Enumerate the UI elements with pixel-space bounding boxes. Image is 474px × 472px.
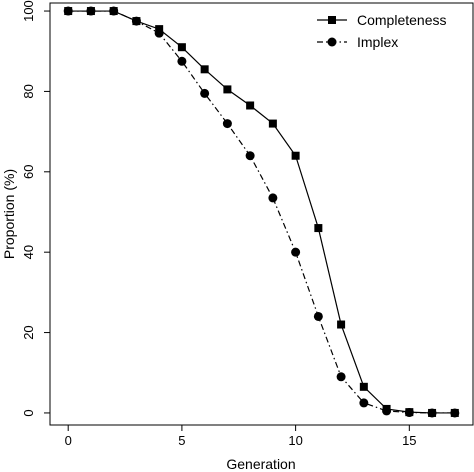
- series-implex: [63, 6, 460, 418]
- legend-item-completeness: Completeness: [317, 12, 447, 28]
- data-point-implex: [200, 88, 210, 98]
- series-line-implex: [68, 10, 455, 414]
- data-point-completeness: [359, 382, 368, 391]
- data-point-implex: [131, 16, 141, 26]
- data-point-implex: [154, 28, 164, 38]
- y-tick-label: 0: [21, 409, 36, 416]
- y-axis: 0 20 40 60 80 100: [21, 0, 50, 417]
- series-completeness: [64, 7, 459, 417]
- legend-marker-square: [328, 16, 336, 24]
- legend: Completeness Implex: [317, 12, 447, 50]
- x-tick-label: 0: [65, 433, 72, 448]
- plot-frame: [49, 2, 474, 426]
- y-tick-label: 80: [21, 84, 36, 98]
- data-point-implex: [245, 151, 255, 161]
- data-point-implex: [404, 408, 414, 418]
- data-point-completeness: [246, 101, 255, 110]
- data-point-implex: [222, 119, 232, 129]
- data-point-implex: [268, 193, 278, 203]
- data-point-implex: [450, 408, 460, 418]
- data-point-implex: [63, 6, 73, 16]
- legend-item-implex: Implex: [317, 34, 398, 50]
- legend-marker-circle: [327, 37, 337, 47]
- x-axis-label: Generation: [226, 456, 295, 472]
- data-point-implex: [382, 406, 392, 416]
- data-point-implex: [313, 311, 323, 321]
- x-tick-label: 15: [402, 433, 416, 448]
- data-point-implex: [109, 6, 119, 16]
- legend-label-completeness: Completeness: [357, 12, 447, 28]
- x-tick-label: 5: [178, 433, 185, 448]
- data-point-implex: [86, 6, 96, 16]
- data-point-implex: [359, 398, 369, 408]
- data-point-completeness: [200, 65, 209, 74]
- data-point-implex: [177, 56, 187, 66]
- data-point-completeness: [337, 320, 346, 329]
- data-point-implex: [291, 247, 301, 257]
- data-point-completeness: [291, 151, 300, 160]
- x-axis: 0 5 10 15: [65, 425, 417, 448]
- data-point-completeness: [177, 43, 186, 52]
- y-tick-label: 100: [21, 0, 36, 22]
- series-layer: [63, 6, 460, 418]
- data-point-implex: [427, 408, 437, 418]
- legend-label-implex: Implex: [357, 34, 398, 50]
- x-tick-label: 10: [288, 433, 302, 448]
- data-point-completeness: [223, 85, 232, 94]
- y-tick-label: 60: [21, 165, 36, 179]
- y-tick-label: 20: [21, 325, 36, 339]
- y-axis-label: Proportion (%): [1, 169, 17, 259]
- data-point-completeness: [268, 119, 277, 128]
- data-point-implex: [336, 372, 346, 382]
- y-tick-label: 40: [21, 245, 36, 259]
- series-line-completeness: [68, 10, 455, 414]
- data-point-completeness: [314, 224, 323, 233]
